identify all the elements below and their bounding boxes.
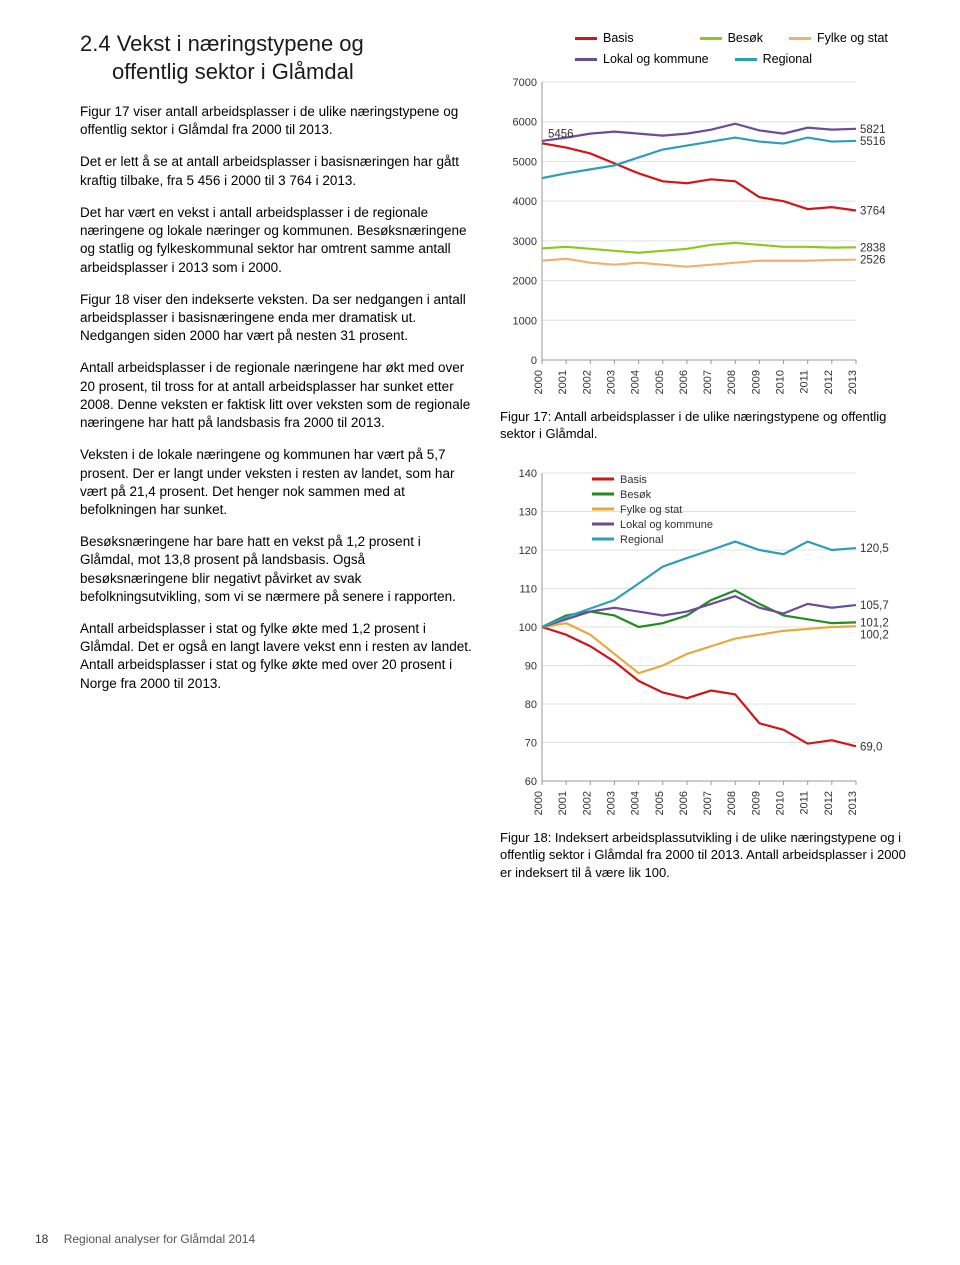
svg-text:2009: 2009 [750, 791, 762, 815]
svg-text:5456: 5456 [548, 128, 574, 140]
svg-text:2838: 2838 [860, 242, 886, 254]
svg-text:2003: 2003 [605, 370, 617, 394]
svg-text:2005: 2005 [654, 791, 666, 815]
svg-text:Besøk: Besøk [620, 489, 652, 501]
title-line1: Vekst i næringstypene og [117, 31, 364, 56]
section-title: 2.4 Vekst i næringstypene og offentlig s… [112, 30, 475, 85]
svg-text:120: 120 [519, 545, 537, 557]
svg-text:2006: 2006 [678, 370, 690, 394]
legend-item-regional: Regional [735, 51, 812, 68]
svg-text:2013: 2013 [847, 370, 859, 394]
svg-text:7000: 7000 [513, 77, 537, 89]
chart2: 60 70 80 90 100 110 120 130 140 2000 2001 2002 2003 2… [500, 463, 910, 823]
svg-text:2526: 2526 [860, 254, 886, 266]
paragraph: Antall arbeidsplasser i de regionale nær… [80, 359, 475, 432]
paragraph: Det har vært en vekst i antall arbeidspl… [80, 204, 475, 277]
svg-text:5000: 5000 [513, 156, 537, 168]
svg-text:Regional: Regional [620, 534, 663, 546]
page-number: 18 [35, 1232, 48, 1246]
svg-text:100,2: 100,2 [860, 629, 889, 641]
legend-item-basis: Basis [575, 30, 634, 47]
footer: 18 Regional analyser for Glåmdal 2014 [35, 1231, 255, 1247]
legend-item-lokal: Lokal og kommune [575, 51, 709, 68]
svg-text:2001: 2001 [557, 370, 569, 394]
footer-text: Regional analyser for Glåmdal 2014 [64, 1232, 255, 1246]
svg-text:2011: 2011 [799, 370, 811, 394]
svg-text:60: 60 [525, 776, 537, 788]
svg-text:2013: 2013 [847, 791, 859, 815]
svg-text:2000: 2000 [533, 370, 545, 394]
legend-item-fylke: Fylke og stat [789, 30, 888, 47]
svg-text:2008: 2008 [726, 791, 738, 815]
legend-item-besok: Besøk [700, 30, 763, 47]
svg-text:2004: 2004 [630, 370, 642, 394]
svg-text:2007: 2007 [702, 370, 714, 394]
paragraph: Det er lett å se at antall arbeidsplasse… [80, 153, 475, 189]
paragraph: Figur 18 viser den indekserte veksten. D… [80, 291, 475, 346]
svg-text:1000: 1000 [513, 315, 537, 327]
svg-text:140: 140 [519, 468, 537, 480]
svg-text:2010: 2010 [775, 791, 787, 815]
svg-text:4000: 4000 [513, 196, 537, 208]
svg-text:Fylke og stat: Fylke og stat [620, 504, 682, 516]
section-number: 2.4 [80, 31, 111, 56]
right-column: Basis Besøk Fylke og stat Lokal og kommu… [500, 30, 910, 901]
svg-text:2001: 2001 [557, 791, 569, 815]
svg-text:5516: 5516 [860, 136, 886, 148]
svg-text:101,2: 101,2 [860, 617, 889, 629]
svg-text:2012: 2012 [823, 370, 835, 394]
svg-text:Lokal og kommune: Lokal og kommune [620, 519, 713, 531]
svg-text:2009: 2009 [750, 370, 762, 394]
svg-text:110: 110 [519, 583, 537, 595]
svg-text:2004: 2004 [630, 791, 642, 815]
svg-text:3000: 3000 [513, 236, 537, 248]
chart1-legend: Basis Besøk Fylke og stat Lokal og kommu… [500, 30, 910, 68]
svg-text:2008: 2008 [726, 370, 738, 394]
svg-text:69,0: 69,0 [860, 741, 882, 753]
svg-text:70: 70 [525, 737, 537, 749]
svg-text:2000: 2000 [513, 275, 537, 287]
svg-text:2005: 2005 [654, 370, 666, 394]
svg-text:2002: 2002 [581, 791, 593, 815]
paragraph: Antall arbeidsplasser i stat og fylke øk… [80, 620, 475, 693]
svg-text:2012: 2012 [823, 791, 835, 815]
svg-text:5821: 5821 [860, 124, 886, 136]
paragraph: Besøksnæringene har bare hatt en vekst p… [80, 533, 475, 606]
svg-text:2007: 2007 [702, 791, 714, 815]
svg-text:90: 90 [525, 660, 537, 672]
svg-text:0: 0 [531, 355, 537, 367]
left-column: 2.4 Vekst i næringstypene og offentlig s… [80, 30, 475, 901]
svg-text:130: 130 [519, 506, 537, 518]
svg-text:2006: 2006 [678, 791, 690, 815]
svg-text:2000: 2000 [533, 791, 545, 815]
chart2-caption: Figur 18: Indeksert arbeidsplassutviklin… [500, 829, 910, 882]
chart1: 0 1000 2000 3000 4000 5000 6000 7000 2000 2001 200… [500, 72, 910, 402]
svg-text:2003: 2003 [605, 791, 617, 815]
svg-text:2010: 2010 [775, 370, 787, 394]
svg-text:Basis: Basis [620, 474, 647, 486]
title-line2: offentlig sektor i Glåmdal [112, 59, 354, 84]
svg-text:6000: 6000 [513, 116, 537, 128]
paragraph: Figur 17 viser antall arbeidsplasser i d… [80, 103, 475, 139]
svg-text:100: 100 [519, 622, 537, 634]
chart1-caption: Figur 17: Antall arbeidsplasser i de uli… [500, 408, 910, 443]
svg-text:105,7: 105,7 [860, 600, 889, 612]
svg-text:80: 80 [525, 699, 537, 711]
svg-text:3764: 3764 [860, 205, 886, 217]
svg-text:2002: 2002 [581, 370, 593, 394]
svg-text:2011: 2011 [799, 791, 811, 815]
paragraph: Veksten i de lokale næringene og kommune… [80, 446, 475, 519]
svg-text:120,5: 120,5 [860, 543, 889, 555]
